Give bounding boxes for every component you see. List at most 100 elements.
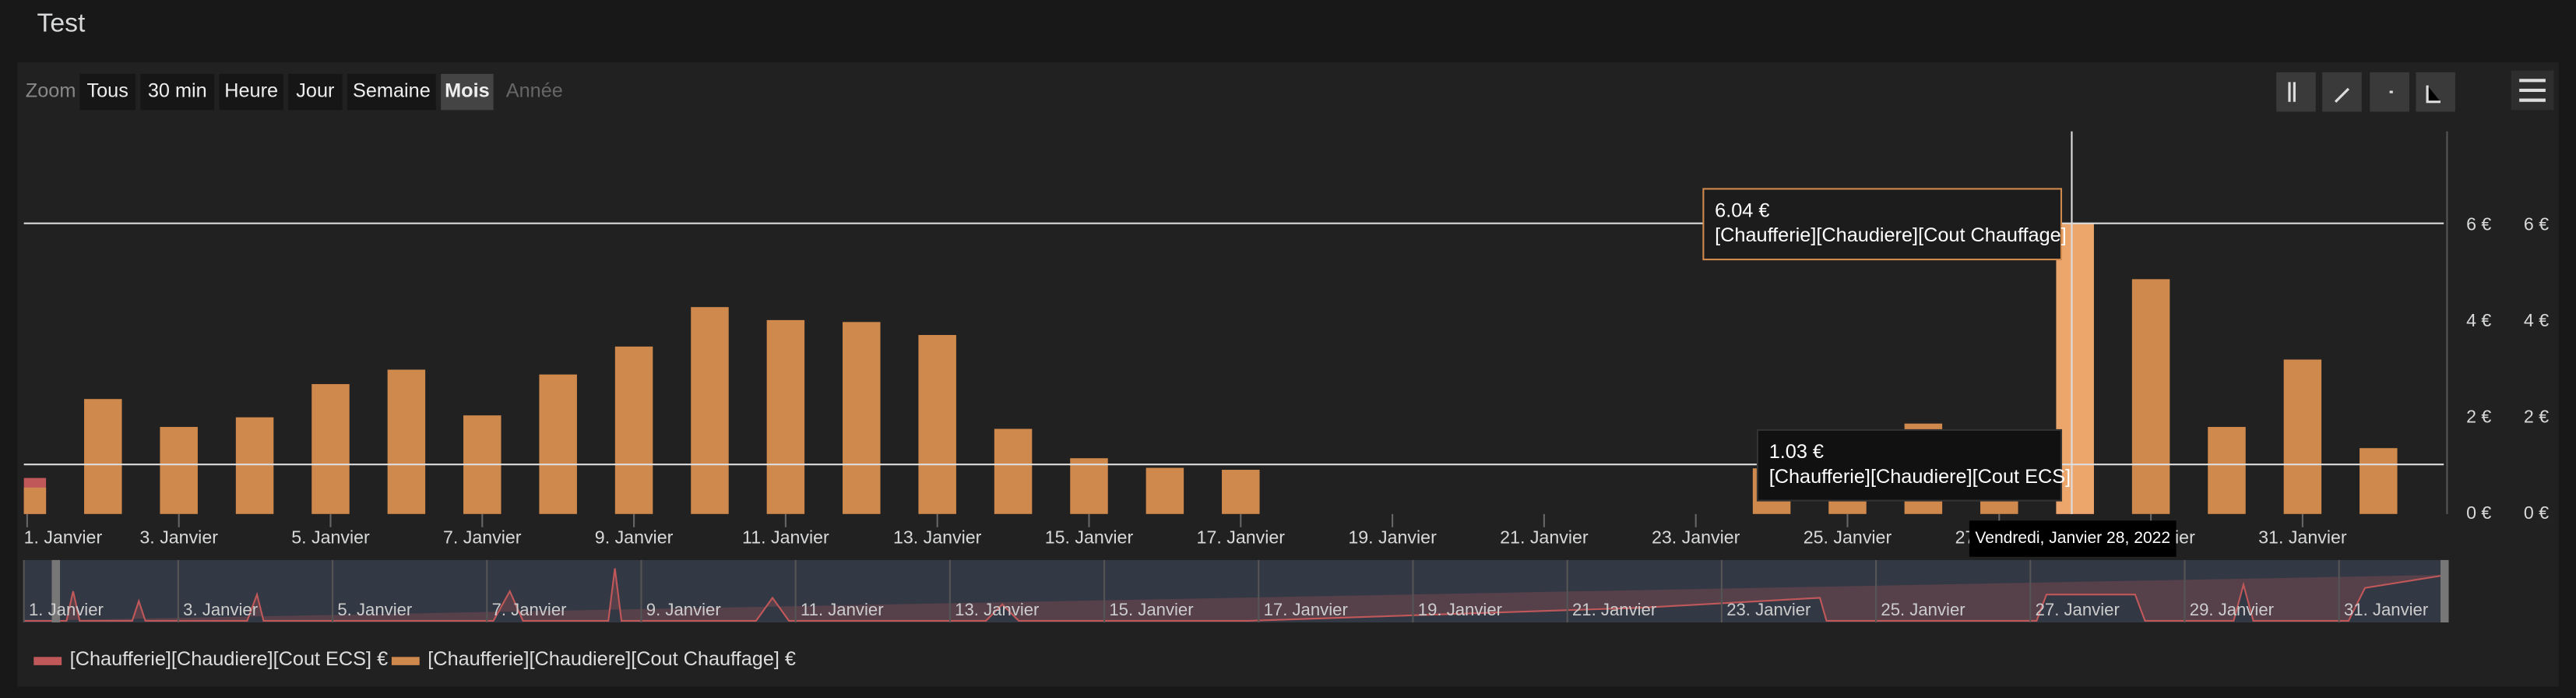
x-tooltip-box xyxy=(1969,520,2177,557)
navigator-label: 13. Janvier xyxy=(955,600,1039,619)
bar xyxy=(994,428,1033,514)
navigator-label: 21. Janvier xyxy=(1572,600,1656,619)
legend-swatch xyxy=(391,657,420,665)
y2-tick-label: 0 € xyxy=(2524,502,2549,523)
x-tick-label: 13. Janvier xyxy=(893,527,982,548)
zoom-button[interactable] xyxy=(347,73,436,111)
zoom-button-label: Semaine xyxy=(353,80,431,102)
navigator-label: 3. Janvier xyxy=(183,600,258,619)
x-tick-label: 7. Janvier xyxy=(443,527,522,548)
zoom-label: Zoom xyxy=(26,80,76,102)
x-tooltip-label: Vendredi, Janvier 28, 2022 xyxy=(1975,529,2170,547)
x-tick-label: 5. Janvier xyxy=(291,527,370,548)
y-tick-label: 4 € xyxy=(2466,310,2491,330)
x-tick-label: 21. Janvier xyxy=(1500,527,1589,548)
tool-button[interactable] xyxy=(2416,72,2455,112)
navigator-label: 17. Janvier xyxy=(1264,600,1348,619)
navigator-series xyxy=(23,568,2448,622)
tool-button[interactable] xyxy=(2322,72,2362,112)
tool-icon xyxy=(2288,82,2441,104)
y-tick-label: 2 € xyxy=(2466,406,2491,426)
navigator-label: 5. Janvier xyxy=(337,600,412,619)
bar xyxy=(1222,470,1260,514)
bar xyxy=(84,399,122,514)
zoom-button[interactable] xyxy=(219,73,283,111)
zoom-button-label: Mois xyxy=(445,80,490,102)
tooltip-value: 1.03 € xyxy=(1769,441,1824,463)
bar xyxy=(691,307,729,514)
bar xyxy=(235,417,274,514)
chart: 0 € 2 € 4 € 6 € 0 € 2 € 4 € 6 € 1. Janvier 3. Jan… xyxy=(23,131,2549,670)
navigator-handle[interactable] xyxy=(51,559,61,623)
navigator-label: 9. Janvier xyxy=(646,600,721,619)
navigator-label: 15. Janvier xyxy=(1109,600,1193,619)
bar xyxy=(160,427,198,514)
y2-tick-label: 6 € xyxy=(2524,213,2549,234)
zoom-button[interactable] xyxy=(288,73,343,111)
y2-tick-label: 2 € xyxy=(2524,406,2549,426)
y2-tick-label: 4 € xyxy=(2524,310,2549,330)
tool-button[interactable] xyxy=(2276,72,2316,112)
bar xyxy=(843,322,881,514)
x-tick-label: 15. Janvier xyxy=(1045,527,1134,548)
bar xyxy=(766,319,805,514)
zoom-button-label: Heure xyxy=(224,80,278,102)
bar xyxy=(918,335,956,514)
tooltip-series: [Chaufferie][Chaudiere][Cout Chauffage] xyxy=(1715,224,2067,246)
navigator-label: 25. Janvier xyxy=(1881,600,1965,619)
navigator-label: 29. Janvier xyxy=(2190,600,2274,619)
y-tick-label: 0 € xyxy=(2466,502,2491,523)
zoom-button-label: Année xyxy=(506,80,563,102)
zoom-button-label: Tous xyxy=(86,80,128,102)
x-tick-label: 11. Janvier xyxy=(742,527,829,548)
toolbar xyxy=(2276,70,2554,112)
bar xyxy=(2360,448,2398,514)
x-tick-label: 9. Janvier xyxy=(595,527,674,548)
tooltip-box xyxy=(1756,428,2063,502)
x-tick-label: 31. Janvier xyxy=(2258,527,2347,548)
menu-icon xyxy=(2519,79,2546,102)
zoom-button-label: 30 min xyxy=(148,80,207,102)
zoom-button-label: Jour xyxy=(296,80,334,102)
navigator-label: 7. Janvier xyxy=(492,600,567,619)
bar xyxy=(311,384,350,514)
x-tick-label: 25. Janvier xyxy=(1804,527,1892,548)
bar xyxy=(1145,467,1184,514)
bar xyxy=(539,374,577,514)
tooltip-series: [Chaufferie][Chaudiere][Cout ECS] xyxy=(1769,466,2071,488)
legend-swatch xyxy=(33,657,62,665)
bar xyxy=(2208,427,2246,514)
navigator-label: 27. Janvier xyxy=(2036,600,2120,619)
bar xyxy=(387,369,426,514)
zoom-button[interactable] xyxy=(441,73,494,111)
x-tick-label: 1. Janvier xyxy=(24,527,103,548)
panel-title: Test xyxy=(37,9,86,38)
bar xyxy=(2283,359,2322,514)
navigator-label: 19. Janvier xyxy=(1418,600,1502,619)
zoom-bar: Zoom Tous 30 min Heure Jour Semaine Mois Année xyxy=(26,73,563,111)
bar xyxy=(2131,279,2170,514)
legend-label[interactable]: [Chaufferie][Chaudiere][Cout Chauffage] … xyxy=(428,648,796,670)
navigator-label: 31. Janvier xyxy=(2344,600,2428,619)
x-tick-label: 17. Janvier xyxy=(1197,527,1286,548)
tooltip-value: 6.04 € xyxy=(1715,200,1769,222)
tooltip-box xyxy=(1702,188,2063,261)
zoom-button[interactable] xyxy=(140,73,215,111)
x-tick-label: 3. Janvier xyxy=(139,527,218,548)
zoom-button[interactable] xyxy=(79,73,136,111)
navigator-label: 11. Janvier xyxy=(801,600,884,619)
bar xyxy=(2056,223,2094,514)
bars xyxy=(23,223,2398,514)
legend-label[interactable]: [Chaufferie][Chaudiere][Cout ECS] € xyxy=(70,648,388,670)
navigator xyxy=(23,559,2448,623)
bar xyxy=(1070,458,1108,514)
navigator-handle[interactable] xyxy=(2440,559,2449,623)
navigator-label: 1. Janvier xyxy=(29,600,104,619)
bar xyxy=(23,487,47,514)
x-tick-label: 23. Janvier xyxy=(1652,527,1740,548)
bar xyxy=(614,346,653,514)
x-tick-label: 19. Janvier xyxy=(1348,527,1437,548)
y-tick-label: 6 € xyxy=(2466,213,2491,234)
